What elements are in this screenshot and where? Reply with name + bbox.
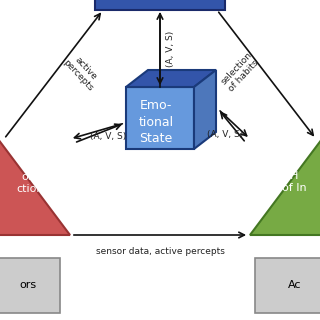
Text: Emo-
tional
State: Emo- tional State bbox=[139, 99, 173, 145]
Bar bbox=[95, 0, 225, 10]
Text: ots
ction: ots ction bbox=[16, 172, 44, 194]
Polygon shape bbox=[250, 131, 320, 235]
Polygon shape bbox=[126, 70, 216, 87]
Text: selection
of habits: selection of habits bbox=[219, 50, 261, 94]
Polygon shape bbox=[194, 70, 216, 149]
Text: Ac: Ac bbox=[288, 280, 302, 290]
Text: (A, V, S): (A, V, S) bbox=[207, 130, 243, 139]
Polygon shape bbox=[0, 131, 70, 235]
Text: ors: ors bbox=[20, 280, 36, 290]
Bar bbox=[255, 258, 320, 313]
Text: (A, V, S): (A, V, S) bbox=[90, 132, 126, 141]
Text: active
percepts: active percepts bbox=[61, 51, 103, 93]
Polygon shape bbox=[126, 87, 194, 149]
Text: sensor data, active percepts: sensor data, active percepts bbox=[96, 247, 224, 257]
Text: H
of In: H of In bbox=[282, 171, 306, 193]
Bar bbox=[0, 258, 60, 313]
Text: (A, V, S): (A, V, S) bbox=[165, 30, 174, 67]
